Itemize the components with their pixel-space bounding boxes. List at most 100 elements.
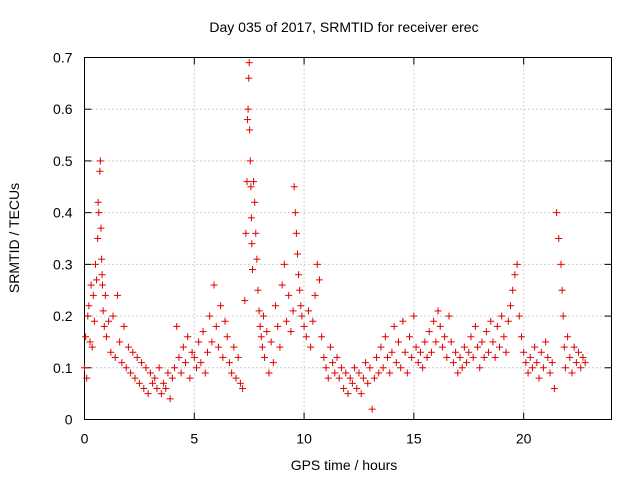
data-point <box>344 390 352 398</box>
data-point <box>243 178 251 186</box>
data-point <box>217 302 225 310</box>
data-point <box>346 374 354 382</box>
data-point <box>577 364 585 372</box>
data-point <box>99 281 107 289</box>
data-point <box>476 364 484 372</box>
data-point <box>99 307 107 315</box>
data-point <box>460 343 468 351</box>
data-point <box>182 359 190 367</box>
data-point <box>90 317 98 325</box>
data-point <box>246 126 254 134</box>
data-point <box>199 328 207 336</box>
data-point <box>517 333 525 341</box>
data-point <box>96 167 104 175</box>
data-point <box>478 338 486 346</box>
data-point <box>520 348 528 356</box>
data-point <box>509 286 517 294</box>
data-point <box>412 343 420 351</box>
data-point <box>192 364 200 372</box>
data-point <box>122 364 130 372</box>
data-point <box>513 260 521 268</box>
data-point <box>491 353 499 361</box>
data-point <box>272 302 280 310</box>
data-point <box>190 353 198 361</box>
data-point <box>392 359 400 367</box>
data-point <box>225 359 233 367</box>
data-point <box>443 353 451 361</box>
data-point <box>416 348 424 356</box>
data-point <box>572 359 580 367</box>
data-point <box>384 353 392 361</box>
data-point <box>414 359 422 367</box>
data-point <box>87 281 95 289</box>
data-point <box>539 364 547 372</box>
data-point <box>427 348 435 356</box>
data-point <box>111 353 119 361</box>
data-point <box>188 348 196 356</box>
data-point <box>454 369 462 377</box>
data-point <box>151 374 159 382</box>
data-point <box>248 240 256 248</box>
data-point <box>300 322 308 330</box>
x-tick-label: 20 <box>516 431 532 447</box>
data-point <box>324 374 332 382</box>
data-point <box>515 312 523 320</box>
data-point <box>100 322 108 330</box>
data-point <box>263 328 271 336</box>
data-point <box>201 369 209 377</box>
data-point <box>452 348 460 356</box>
data-point <box>544 353 552 361</box>
data-point <box>255 307 263 315</box>
data-point <box>102 333 110 341</box>
data-point <box>129 348 137 356</box>
data-point <box>482 328 490 336</box>
data-point <box>456 353 464 361</box>
data-point <box>296 286 304 294</box>
data-point <box>359 374 367 382</box>
data-point <box>449 359 457 367</box>
data-point <box>89 291 97 299</box>
data-point <box>320 353 328 361</box>
data-point <box>171 364 179 372</box>
data-point <box>210 281 218 289</box>
data-point <box>419 364 427 372</box>
data-point <box>245 74 253 82</box>
data-point <box>504 317 512 325</box>
data-point <box>463 359 471 367</box>
data-point <box>291 209 299 217</box>
data-point <box>118 359 126 367</box>
x-tick-label: 15 <box>406 431 422 447</box>
data-point <box>287 328 295 336</box>
data-point <box>86 338 94 346</box>
data-point <box>95 209 103 217</box>
data-series-srmtid <box>81 59 589 413</box>
data-point <box>234 353 242 361</box>
data-point <box>206 312 214 320</box>
data-point <box>297 302 305 310</box>
data-point <box>399 317 407 325</box>
data-point <box>355 369 363 377</box>
data-point <box>236 379 244 387</box>
data-point <box>370 374 378 382</box>
data-point <box>239 384 247 392</box>
data-point <box>289 307 297 315</box>
data-point <box>298 312 306 320</box>
data-point <box>228 369 236 377</box>
data-point <box>353 384 361 392</box>
data-point <box>149 379 157 387</box>
data-point <box>340 384 348 392</box>
data-point <box>441 333 449 341</box>
data-point <box>109 312 117 320</box>
data-point <box>98 271 106 279</box>
data-point <box>248 266 256 274</box>
data-point <box>489 338 497 346</box>
data-point <box>219 353 227 361</box>
data-point <box>113 291 121 299</box>
data-point <box>410 312 418 320</box>
y-axis-label: SRMTID / TECUs <box>6 183 22 293</box>
data-point <box>373 353 381 361</box>
data-point <box>120 322 128 330</box>
data-point <box>421 338 429 346</box>
data-point <box>401 348 409 356</box>
